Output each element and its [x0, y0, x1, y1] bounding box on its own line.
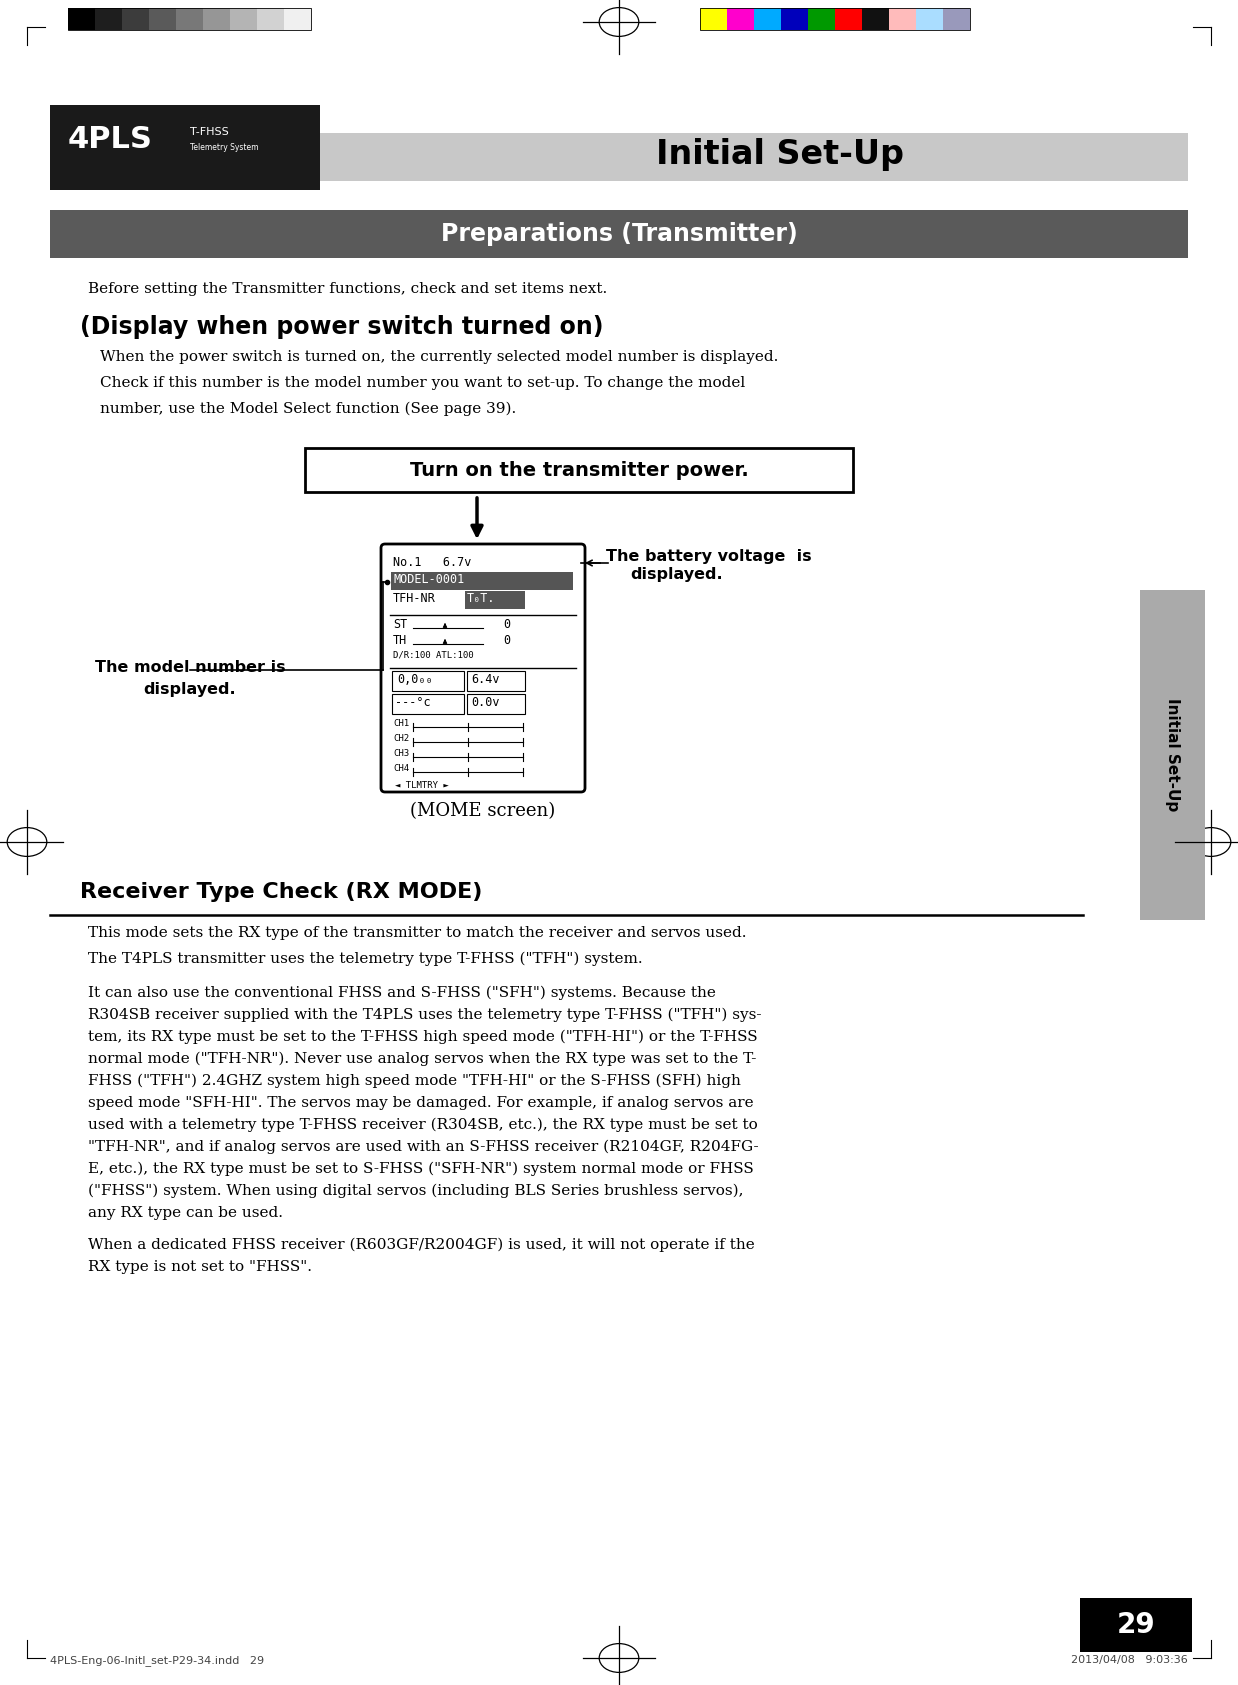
Text: Check if this number is the model number you want to set-up. To change the model: Check if this number is the model number… [100, 376, 745, 389]
Text: ("FHSS") system. When using digital servos (including BLS Series brushless servo: ("FHSS") system. When using digital serv… [88, 1185, 744, 1198]
Bar [727, 8, 754, 30]
Text: speed mode "SFH-HI". The servos may be damaged. For example, if analog servos ar: speed mode "SFH-HI". The servos may be d… [88, 1095, 754, 1110]
Text: When a dedicated FHSS receiver (R603GF/R2004GF) is used, it will not operate if : When a dedicated FHSS receiver (R603GF/R… [88, 1238, 755, 1252]
Text: 2013/04/08   9:03:36: 2013/04/08 9:03:36 [1071, 1655, 1188, 1665]
Bar [1080, 1597, 1192, 1651]
Text: The model number is: The model number is [94, 661, 285, 676]
FancyBboxPatch shape [381, 544, 586, 792]
Text: Telemetry System: Telemetry System [189, 143, 259, 152]
Text: T-FHSS: T-FHSS [189, 126, 229, 136]
Text: MODEL-0001: MODEL-0001 [392, 573, 464, 586]
Text: T₀T.: T₀T. [467, 591, 495, 605]
Text: displayed.: displayed. [144, 682, 236, 698]
Bar [391, 571, 573, 590]
Text: used with a telemetry type T-FHSS receiver (R304SB, etc.), the RX type must be s: used with a telemetry type T-FHSS receiv… [88, 1119, 758, 1132]
Text: Turn on the transmitter power.: Turn on the transmitter power. [410, 460, 749, 480]
Bar [862, 8, 889, 30]
Text: number, use the Model Select function (See page 39).: number, use the Model Select function (S… [100, 403, 516, 416]
Bar [699, 8, 971, 30]
Text: E, etc.), the RX type must be set to S-FHSS ("SFH-NR") system normal mode or FHS: E, etc.), the RX type must be set to S-F… [88, 1163, 754, 1176]
Text: normal mode ("TFH-NR"). Never use analog servos when the RX type was set to the : normal mode ("TFH-NR"). Never use analog… [88, 1051, 756, 1067]
Text: The T4PLS transmitter uses the telemetry type T-FHSS ("TFH") system.: The T4PLS transmitter uses the telemetry… [88, 952, 643, 967]
Bar [50, 211, 1188, 258]
Bar [392, 694, 464, 714]
Text: This mode sets the RX type of the transmitter to match the receiver and servos u: This mode sets the RX type of the transm… [88, 927, 747, 940]
Bar [808, 8, 834, 30]
Text: It can also use the conventional FHSS and S-FHSS ("SFH") systems. Because the: It can also use the conventional FHSS an… [88, 986, 716, 1001]
Bar [230, 8, 258, 30]
Bar [889, 8, 916, 30]
Text: 6.4v: 6.4v [470, 672, 499, 686]
Text: ST: ST [392, 618, 407, 630]
Bar [834, 8, 862, 30]
Text: R304SB receiver supplied with the T4PLS uses the telemetry type T-FHSS ("TFH") s: R304SB receiver supplied with the T4PLS … [88, 1008, 761, 1023]
Text: tem, its RX type must be set to the T-FHSS high speed mode ("TFH-HI") or the T-F: tem, its RX type must be set to the T-FH… [88, 1030, 758, 1045]
Text: any RX type can be used.: any RX type can be used. [88, 1206, 284, 1220]
Bar [305, 448, 853, 492]
Text: 4PLS: 4PLS [68, 125, 152, 153]
Bar [392, 671, 464, 691]
Text: displayed.: displayed. [630, 566, 723, 581]
Text: TH: TH [392, 634, 407, 647]
Bar [1140, 590, 1205, 920]
Bar [781, 8, 808, 30]
Text: CH1: CH1 [392, 719, 409, 728]
Bar [258, 8, 284, 30]
Text: (MOME screen): (MOME screen) [410, 802, 556, 821]
Bar [176, 8, 203, 30]
Bar [754, 8, 781, 30]
Text: CH4: CH4 [392, 763, 409, 773]
Bar [50, 104, 319, 190]
Text: 0: 0 [503, 618, 510, 630]
Text: 0.0v: 0.0v [470, 696, 499, 709]
Text: TFH-NR: TFH-NR [392, 591, 436, 605]
Text: (Display when power switch turned on): (Display when power switch turned on) [80, 315, 603, 339]
Bar [68, 8, 311, 30]
Bar [465, 591, 525, 608]
Text: No.1   6.7v: No.1 6.7v [392, 556, 472, 570]
Text: D/R:100 ATL:100: D/R:100 ATL:100 [392, 650, 474, 661]
Bar [50, 133, 1188, 180]
Text: ---°c: ---°c [395, 696, 431, 709]
Text: The battery voltage  is: The battery voltage is [605, 549, 812, 564]
Text: 4PLS-Eng-06-Initl_set-P29-34.indd   29: 4PLS-Eng-06-Initl_set-P29-34.indd 29 [50, 1655, 264, 1666]
Bar [123, 8, 149, 30]
Bar [68, 8, 95, 30]
Bar [916, 8, 943, 30]
Bar [467, 671, 525, 691]
Text: RX type is not set to "FHSS".: RX type is not set to "FHSS". [88, 1260, 312, 1274]
Text: Preparations (Transmitter): Preparations (Transmitter) [441, 222, 797, 246]
Text: Initial Set-Up: Initial Set-Up [656, 138, 904, 170]
Text: Receiver Type Check (RX MODE): Receiver Type Check (RX MODE) [80, 881, 483, 901]
Text: When the power switch is turned on, the currently selected model number is displ: When the power switch is turned on, the … [100, 350, 779, 364]
Text: Before setting the Transmitter functions, check and set items next.: Before setting the Transmitter functions… [88, 281, 608, 297]
Text: 29: 29 [1117, 1611, 1155, 1640]
Bar [467, 694, 525, 714]
Bar [284, 8, 311, 30]
Bar [203, 8, 230, 30]
Text: CH2: CH2 [392, 735, 409, 743]
Bar [943, 8, 971, 30]
Text: ◄ TLMTRY ►: ◄ TLMTRY ► [395, 782, 448, 790]
Text: "TFH-NR", and if analog servos are used with an S-FHSS receiver (R2104GF, R204FG: "TFH-NR", and if analog servos are used … [88, 1141, 759, 1154]
Text: FHSS ("TFH") 2.4GHZ system high speed mode "TFH-HI" or the S-FHSS (SFH) high: FHSS ("TFH") 2.4GHZ system high speed mo… [88, 1073, 740, 1089]
Text: 0: 0 [503, 634, 510, 647]
Text: CH3: CH3 [392, 750, 409, 758]
Text: Initial Set-Up: Initial Set-Up [1165, 698, 1180, 812]
Text: 0,0₀₀: 0,0₀₀ [397, 672, 432, 686]
Bar [149, 8, 176, 30]
Bar [699, 8, 727, 30]
Bar [95, 8, 123, 30]
